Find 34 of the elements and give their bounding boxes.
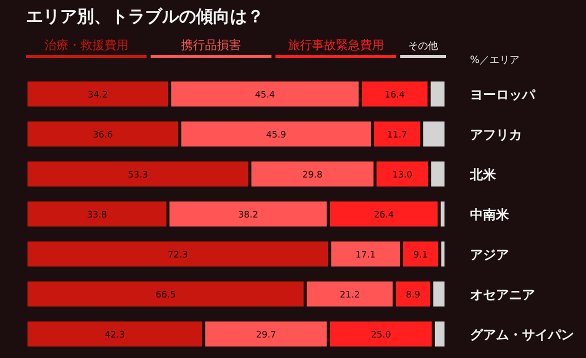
data-label: 45.4	[254, 90, 276, 100]
text: %／エリア	[470, 55, 520, 66]
y-tick-label: ヨーロッパ	[470, 88, 536, 103]
data-label: 8.9	[406, 290, 420, 300]
y-tick-label: グアム・サイパン	[470, 328, 574, 343]
data-label: 38.2	[238, 210, 258, 220]
y-tick-label: アフリカ	[470, 128, 522, 143]
data-label: 26.4	[374, 210, 394, 220]
chart-title: エリア別、トラブルの傾向は？	[26, 7, 264, 27]
data-label: 72.3	[168, 250, 188, 260]
y-tick-label: アジア	[470, 248, 509, 263]
text: 携行品損害	[181, 38, 242, 52]
y-tick-label: オセアニア	[470, 288, 535, 303]
text: 治療・救援費用	[44, 38, 128, 52]
data-label: 36.6	[92, 130, 114, 140]
data-label: 17.1	[356, 250, 376, 260]
data-label: 66.5	[156, 290, 176, 300]
data-label: 29.7	[256, 330, 276, 340]
data-label: 53.3	[128, 170, 148, 180]
data-label: 45.9	[266, 130, 286, 140]
text: 旅行事故緊急費用	[288, 38, 384, 52]
data-label: 21.2	[340, 290, 360, 300]
data-label: 25.0	[370, 330, 392, 340]
data-label: 33.8	[86, 210, 108, 220]
y-tick-label: 北米	[469, 168, 497, 183]
y-tick-label: 中南米	[470, 208, 510, 223]
data-label: 9.1	[413, 250, 428, 260]
data-label: 13.0	[392, 170, 413, 180]
data-label: 29.8	[302, 170, 323, 180]
text: その他	[408, 40, 438, 52]
data-label: 34.2	[88, 90, 108, 100]
data-label: 42.3	[104, 330, 125, 340]
data-label: 16.4	[384, 90, 406, 100]
data-label: 11.7	[387, 130, 408, 140]
